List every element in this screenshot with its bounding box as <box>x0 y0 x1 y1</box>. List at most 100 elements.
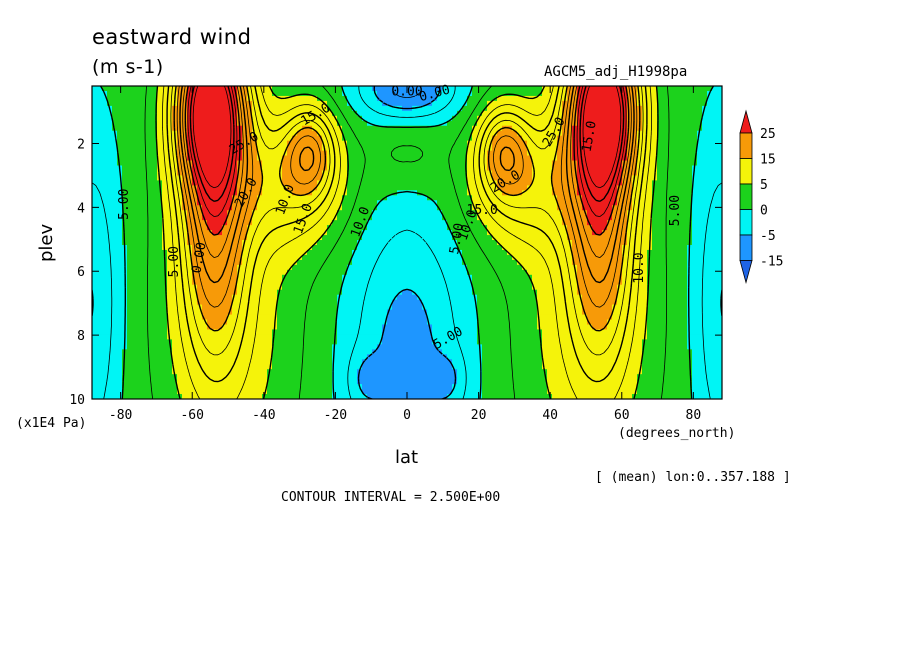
contour-cell <box>367 244 373 251</box>
contour-cell <box>262 115 268 122</box>
contour-cell <box>357 135 363 142</box>
contour-cell <box>307 319 313 326</box>
contour-cell <box>107 90 113 97</box>
contour-cell <box>232 314 238 321</box>
contour-cell <box>137 180 143 186</box>
contour-cell <box>117 125 123 132</box>
contour-cell <box>127 150 133 157</box>
contour-cell <box>472 110 478 117</box>
contour-cell <box>417 369 423 375</box>
contour-cell <box>182 324 188 331</box>
contour-cell <box>447 140 453 147</box>
contour-cell <box>312 359 318 365</box>
contour-cell <box>422 394 428 399</box>
contour-cell <box>197 299 203 306</box>
contour-cell <box>367 205 373 211</box>
contour-cell <box>447 125 453 132</box>
contour-cell <box>177 264 183 271</box>
contour-cell <box>117 299 123 306</box>
contour-cell <box>192 110 198 117</box>
contour-cell <box>452 329 458 336</box>
contour-cell <box>297 329 303 336</box>
contour-cell <box>392 299 398 306</box>
contour-cell <box>197 205 203 211</box>
contour-cell <box>182 364 188 370</box>
contour-cell <box>412 175 418 181</box>
contour-cell <box>127 210 133 216</box>
contour-cell <box>442 135 448 142</box>
contour-cell <box>177 195 183 201</box>
contour-cell <box>427 145 433 152</box>
contour-cell <box>327 354 333 360</box>
contour-cell <box>417 125 423 132</box>
contour-cell <box>377 374 383 380</box>
contour-cell <box>292 279 298 286</box>
contour-cell <box>357 130 363 137</box>
contour-cell <box>482 334 488 340</box>
contour-cell <box>277 379 283 385</box>
contour-cell <box>132 86 138 92</box>
contour-cell <box>342 140 348 147</box>
contour-cell <box>387 329 393 336</box>
contour-cell <box>342 374 348 380</box>
contour-cell <box>102 344 108 350</box>
contour-cell <box>217 100 223 107</box>
contour-cell <box>207 244 213 251</box>
contour-cell <box>117 294 123 301</box>
contour-cell <box>287 254 293 261</box>
contour-cell <box>312 190 318 196</box>
contour-cell <box>257 130 263 137</box>
contour-cell <box>417 86 423 92</box>
contour-cell <box>397 349 403 355</box>
contour-cell <box>127 195 133 201</box>
contour-cell <box>397 269 403 276</box>
contour-cell <box>192 120 198 127</box>
contour-cell <box>182 349 188 355</box>
contour-cell <box>217 150 223 157</box>
contour-cell <box>112 195 118 201</box>
contour-cell <box>317 215 323 221</box>
contour-cell <box>142 299 148 306</box>
contour-cell <box>397 200 403 206</box>
contour-cell <box>462 130 468 137</box>
contour-cell <box>222 145 228 152</box>
contour-cell <box>102 230 108 236</box>
contour-cell <box>327 299 333 306</box>
contour-cell <box>317 110 323 117</box>
contour-cell <box>167 140 173 147</box>
contour-cell <box>412 389 418 395</box>
contour-cell <box>182 329 188 336</box>
contour-cell <box>477 314 483 321</box>
contour-cell <box>167 185 173 191</box>
contour-cell <box>267 289 273 296</box>
contour-cell <box>382 86 388 92</box>
contour-cell <box>137 140 143 147</box>
contour-cell <box>207 304 213 311</box>
contour-cell <box>422 100 428 107</box>
contour-cell <box>347 175 353 181</box>
contour-cell <box>322 105 328 112</box>
contour-cell <box>297 215 303 221</box>
contour-cell <box>212 274 218 281</box>
contour-cell <box>332 304 338 311</box>
contour-cell <box>207 150 213 157</box>
contour-cell <box>97 334 103 340</box>
contour-cell <box>237 364 243 370</box>
contour-cell <box>107 120 113 127</box>
contour-cell <box>342 379 348 385</box>
contour-cell <box>442 105 448 112</box>
contour-cell <box>212 205 218 211</box>
contour-cell <box>387 319 393 326</box>
contour-cell <box>127 244 133 251</box>
contour-cell <box>452 244 458 251</box>
contour-cell <box>412 329 418 336</box>
contour-cell <box>207 105 213 112</box>
contour-cell <box>312 95 318 102</box>
contour-cell <box>477 324 483 331</box>
contour-cell <box>412 225 418 231</box>
contour-cell <box>247 185 253 191</box>
contour-cell <box>142 279 148 286</box>
contour-cell <box>257 279 263 286</box>
contour-cell <box>202 195 208 201</box>
contour-cell <box>457 115 463 122</box>
